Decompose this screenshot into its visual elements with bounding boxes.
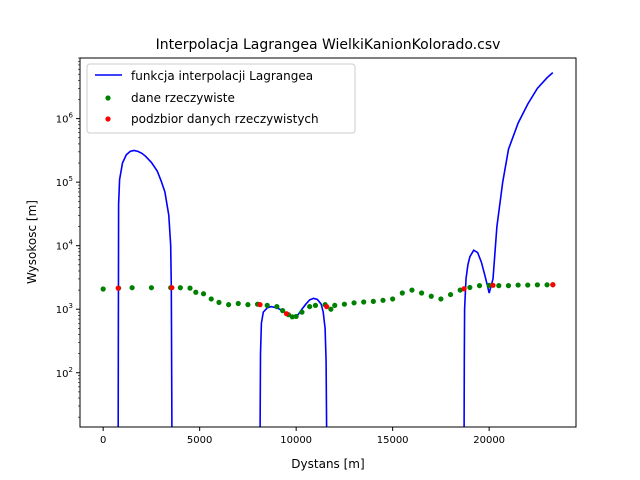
real-data-point-32 [390, 296, 396, 302]
real-data-point-7 [193, 289, 199, 295]
interpolation-line-segment-0 [117, 149, 173, 427]
chart-title: Interpolacja Lagrangea WielkiKanionKolor… [156, 37, 501, 53]
real-data-point-12 [235, 300, 241, 307]
real-data-point-46 [525, 282, 531, 288]
y-tick-label: 103 [56, 302, 73, 316]
real-data-point-35 [419, 290, 425, 296]
x-tick-label: 15000 [377, 435, 409, 446]
y-axis: 102 103 104 105 106 [56, 57, 80, 418]
real-data-point-2 [129, 285, 135, 291]
legend-marker-subset [105, 116, 111, 122]
legend-label-subset: podzbior danych rzeczywistych [131, 112, 319, 126]
real-data-point-3 [148, 285, 155, 291]
real-data-point-38 [447, 291, 454, 298]
real-data-point-5 [177, 285, 183, 291]
legend-label-interpolation: funkcja interpolacji Lagrangea [131, 69, 313, 83]
legend-box [86, 63, 356, 134]
real-data-point-21 [299, 309, 305, 315]
real-data-point-44 [505, 283, 512, 289]
legend-marker-real-data [105, 95, 111, 101]
real-data-point-33 [399, 290, 405, 296]
y-axis-label: Wysokosc [m] [25, 200, 39, 284]
subset-data-point-1 [169, 285, 175, 291]
real-data-point-16 [274, 303, 280, 310]
real-data-point-36 [428, 293, 434, 299]
real-data-point-10 [216, 299, 222, 306]
real-data-point-20 [293, 313, 299, 320]
x-tick-label: 20000 [473, 435, 505, 446]
real-data-point-34 [409, 287, 415, 293]
subset-data-point-6 [490, 282, 496, 288]
x-axis-label: Dystans [m] [291, 457, 364, 471]
real-data-point-45 [515, 282, 521, 288]
real-data-point-42 [486, 282, 492, 288]
real-data-point-9 [208, 296, 214, 302]
x-tick-label: 10000 [280, 435, 312, 446]
x-tick-label: 0 [100, 435, 106, 446]
real-data-point-17 [280, 308, 286, 314]
legend: funkcja interpolacji Lagrangea dane rzec… [86, 63, 356, 134]
real-data-point-31 [380, 297, 386, 303]
y-tick-label: 105 [56, 175, 73, 189]
real-data-point-8 [200, 291, 207, 297]
real-data-point-15 [264, 302, 270, 308]
real-data-point-13 [245, 302, 251, 308]
x-axis: 0 5000 10000 15000 20000 [100, 427, 505, 446]
real-data-point-6 [187, 285, 193, 291]
y-tick-label: 106 [56, 112, 74, 126]
real-data-point-0 [100, 286, 106, 292]
x-tick-label: 5000 [187, 435, 212, 446]
real-data-point-47 [534, 282, 541, 288]
plot-frame [79, 57, 577, 428]
real-data-point-27 [341, 301, 348, 307]
real-data-point-26 [332, 302, 338, 308]
plot-area [79, 57, 577, 428]
real-data-point-19 [289, 314, 295, 320]
real-data-point-23 [312, 302, 319, 308]
real-data-point-43 [496, 283, 502, 289]
real-data-point-11 [226, 302, 232, 308]
subset-data-point-0 [115, 285, 121, 291]
real-data-point-30 [370, 298, 376, 304]
real-data-point-37 [438, 296, 444, 302]
y-tick-label: 104 [56, 239, 74, 253]
real-data-point-41 [476, 283, 483, 289]
real-data-point-40 [467, 284, 473, 291]
real-data-point-48 [544, 282, 550, 288]
subset-data-point-5 [461, 286, 467, 292]
y-tick-label: 102 [56, 366, 73, 380]
real-data-point-28 [351, 300, 357, 306]
legend-label-real-data: dane rzeczywiste [131, 91, 235, 105]
subset-data-point-4 [324, 303, 330, 310]
series-layer [100, 72, 556, 427]
subset-data-point-7 [550, 282, 556, 288]
subset-data-point-3 [283, 311, 290, 317]
real-data-point-25 [328, 306, 334, 312]
real-data-point-29 [361, 299, 367, 305]
subset-data-point-2 [257, 302, 263, 308]
real-data-point-22 [307, 303, 313, 310]
